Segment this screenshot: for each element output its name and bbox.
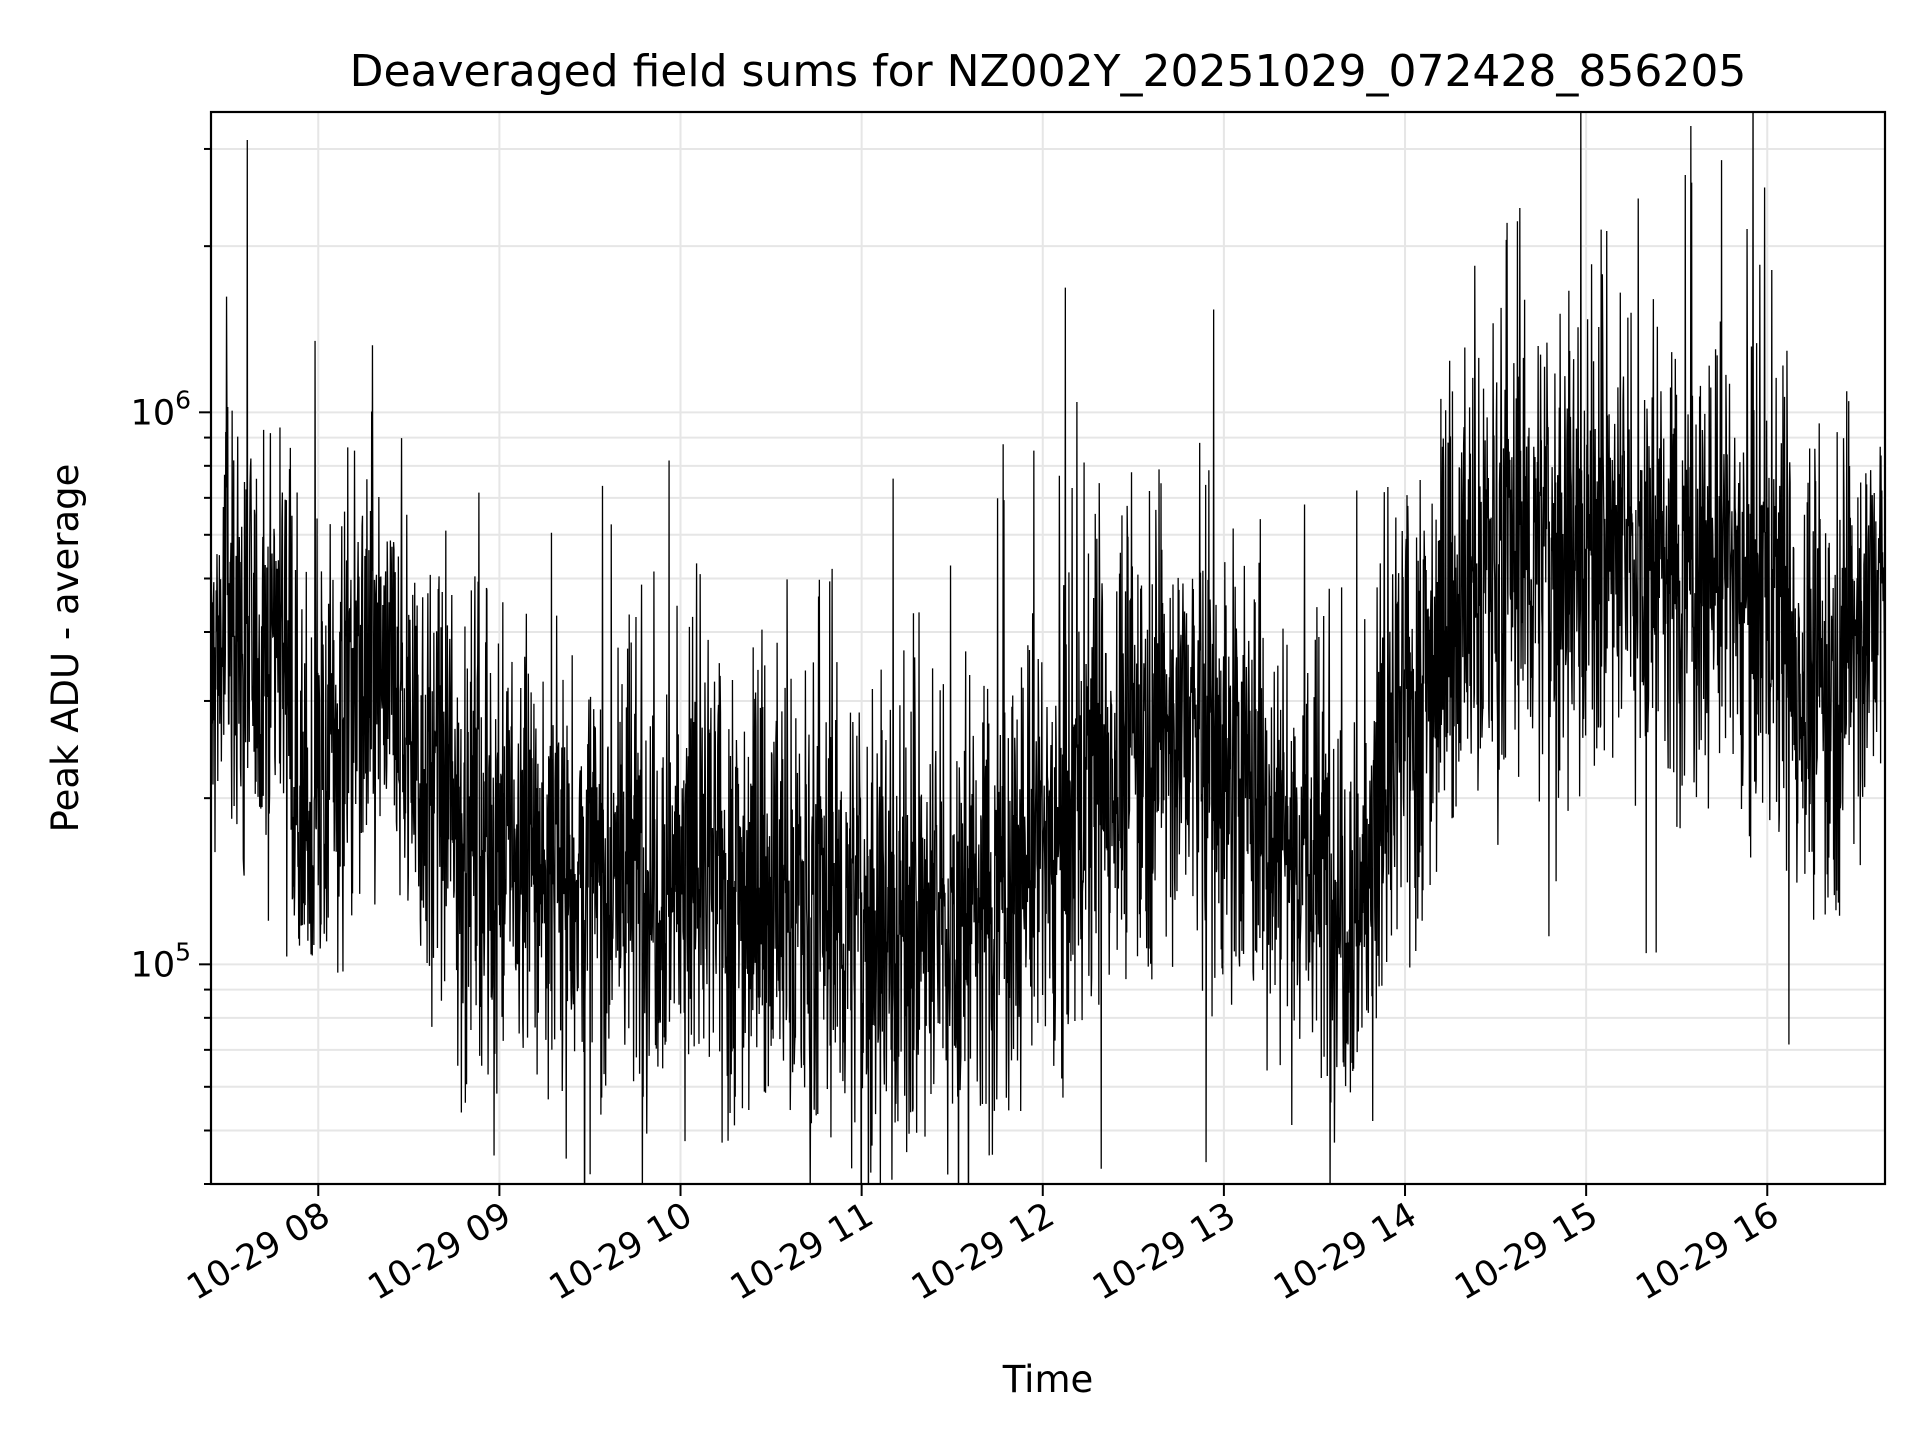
y-tick-label: 105 [131, 937, 191, 985]
y-axis-label: Peak ADU - average [44, 464, 87, 833]
series-line [211, 112, 1885, 1184]
y-tick-label-base: 10 [131, 393, 176, 433]
y-tick-label-exponent: 6 [175, 385, 191, 414]
y-tick-label-exponent: 5 [175, 937, 191, 966]
x-axis-label: Time [1002, 1358, 1094, 1401]
plot-frame [209, 110, 1887, 1186]
chart-title: Deaveraged field sums for NZ002Y_2025102… [350, 46, 1747, 97]
y-tick-label: 106 [131, 385, 191, 433]
y-tick-label-base: 10 [131, 945, 176, 985]
